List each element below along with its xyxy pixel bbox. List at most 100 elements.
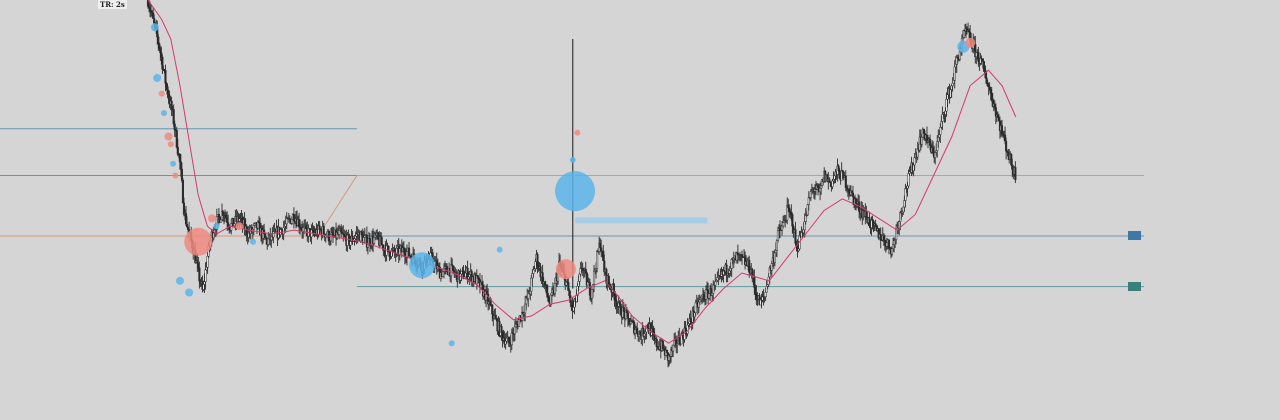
- sell-bubble: [965, 37, 976, 48]
- candle-body: [899, 212, 902, 222]
- candle-body: [196, 260, 199, 264]
- candle-body: [903, 200, 906, 208]
- candle-body: [203, 281, 206, 285]
- candle-body: [175, 129, 178, 148]
- candle-body: [694, 302, 697, 313]
- candle-body: [517, 319, 521, 327]
- candle-body: [572, 307, 575, 312]
- candle-body: [504, 340, 507, 345]
- candle-body: [816, 185, 820, 189]
- candle-body: [204, 269, 207, 282]
- candle-body: [782, 222, 785, 227]
- candle-body: [865, 210, 868, 218]
- level-price-tag[interactable]: [1128, 231, 1141, 241]
- candle-body: [579, 267, 582, 275]
- candle-body: [634, 329, 637, 334]
- candle-body: [820, 185, 823, 189]
- candle-body: [804, 215, 807, 222]
- candle-body: [312, 229, 315, 234]
- candle-body: [819, 188, 822, 192]
- buy-bubble: [409, 252, 436, 279]
- candle-body: [700, 295, 703, 299]
- sell-bubble: [207, 214, 216, 223]
- candle-body: [704, 289, 708, 300]
- candle-body: [934, 152, 937, 158]
- candle-body: [450, 264, 453, 277]
- candle-body: [158, 43, 161, 49]
- buy-bubble: [150, 23, 159, 32]
- candle-body: [803, 221, 806, 231]
- trade-bubbles: [150, 23, 976, 347]
- candle-body: [775, 240, 778, 251]
- candle-body: [982, 61, 985, 69]
- moving-average-line: [147, 0, 1017, 344]
- candle-body: [575, 295, 578, 302]
- buy-bubble: [153, 74, 162, 82]
- candle-body: [828, 178, 831, 183]
- candle-body: [225, 215, 228, 219]
- candle-body: [740, 254, 744, 258]
- candle-body: [186, 223, 189, 228]
- candle-body: [996, 114, 999, 118]
- buy-bubble: [213, 223, 220, 230]
- candle-body: [252, 225, 255, 230]
- candle-body: [946, 94, 949, 100]
- candle-body: [673, 340, 676, 346]
- candle-body: [912, 164, 915, 172]
- candle-body: [596, 251, 599, 269]
- candle-body: [529, 290, 532, 295]
- candle-body: [1004, 134, 1007, 142]
- candle-body: [468, 274, 471, 278]
- buy-bubble: [185, 288, 194, 297]
- candle-body: [267, 238, 270, 245]
- candle-body: [781, 225, 784, 231]
- candle-body: [885, 242, 888, 247]
- timeframe-label: TR: 2s: [98, 0, 127, 9]
- candle-body: [748, 259, 751, 273]
- candle-body: [184, 213, 188, 225]
- level-price-tag[interactable]: [1128, 282, 1141, 292]
- candle-body: [546, 293, 549, 298]
- candle-body: [507, 336, 510, 344]
- candle-body: [494, 314, 497, 319]
- candle-body: [167, 93, 170, 99]
- candle-body: [936, 141, 939, 151]
- candle-body: [152, 12, 155, 19]
- candle-body: [1007, 151, 1010, 157]
- candle-body: [619, 304, 622, 316]
- candle-body: [997, 117, 1000, 122]
- candle-body: [755, 292, 758, 301]
- candle-body: [464, 272, 467, 278]
- candle-body: [1000, 125, 1004, 135]
- candle-body: [360, 231, 363, 236]
- candle-body: [460, 271, 463, 275]
- candle-body: [164, 70, 167, 84]
- candle-body: [962, 30, 966, 38]
- candle-body: [945, 99, 948, 112]
- moving-average-series: [147, 0, 1017, 344]
- candle-body: [524, 303, 527, 314]
- candle-body: [895, 229, 898, 240]
- candle-body: [847, 189, 850, 193]
- candle-body: [975, 52, 978, 57]
- candle-body: [904, 188, 907, 201]
- candle-body: [322, 226, 325, 235]
- candle-body: [714, 281, 717, 286]
- candle-body: [346, 234, 349, 246]
- candle-body: [790, 211, 793, 215]
- candle-body: [922, 128, 925, 134]
- candle-body: [197, 263, 200, 269]
- candle-body: [172, 109, 175, 125]
- candle-body: [441, 271, 444, 277]
- candle-body: [712, 284, 715, 294]
- candle-body: [672, 344, 675, 352]
- candle-body: [166, 86, 169, 95]
- candle-body: [1010, 154, 1013, 166]
- candle-body: [929, 138, 932, 146]
- candle-body: [292, 214, 295, 222]
- candle-body: [272, 231, 275, 238]
- candle-body: [165, 82, 168, 87]
- candle-body: [949, 89, 952, 98]
- candle-body: [993, 103, 996, 108]
